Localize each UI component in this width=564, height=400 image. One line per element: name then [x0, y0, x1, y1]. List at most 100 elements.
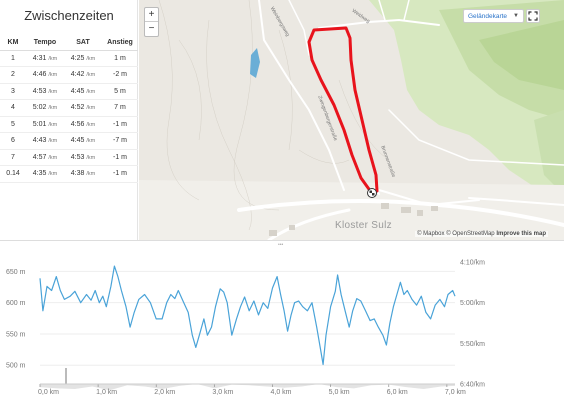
- split-sat-value: 4:53: [70, 153, 85, 161]
- split-tempo: 4:43 /km: [26, 132, 64, 150]
- zoom-in-button[interactable]: +: [145, 8, 158, 22]
- panel-divider[interactable]: •••: [0, 240, 564, 248]
- forest-area: [534, 110, 564, 195]
- pace-unit: /km: [86, 138, 96, 145]
- split-anstieg-value: -2 m: [113, 71, 127, 79]
- chart-svg[interactable]: 650 m 600 m 550 m 500 m 4:10/km 5:00/km 5:50/…: [0, 246, 564, 400]
- x-tick-label: 2,0 km: [154, 389, 175, 396]
- split-row: 4 5:02 /km 4:52 /km 7 m: [0, 99, 138, 117]
- split-sat-value: 4:52: [70, 104, 85, 112]
- pace-unit: /km: [86, 55, 96, 62]
- split-anstieg: -2 m: [102, 66, 138, 84]
- pace-line: [39, 265, 456, 366]
- split-tempo: 4:35 /km: [26, 165, 64, 183]
- fullscreen-button[interactable]: [526, 9, 540, 23]
- x-axis: 0,0 km 1,0 km 2,0 km 3,0 km 4,0 km 5,0 km 6,0 …: [38, 383, 466, 396]
- split-km: 4: [0, 99, 26, 117]
- drag-handle-icon[interactable]: •••: [278, 242, 284, 248]
- split-sat: 4:25 /km: [64, 50, 102, 67]
- y-right-tick-label: 4:10/km: [460, 260, 485, 267]
- split-sat: 4:52 /km: [64, 99, 102, 117]
- fullscreen-icon: [528, 11, 538, 21]
- chevron-down-icon: ▼: [513, 13, 519, 19]
- y-right-tick-label: 5:50/km: [460, 341, 485, 348]
- col-sat[interactable]: SAT: [64, 36, 102, 51]
- elevation-pace-chart[interactable]: 650 m 600 m 550 m 500 m 4:10/km 5:00/km 5:50/…: [0, 246, 564, 400]
- left-axis: 650 m 600 m 550 m 500 m: [6, 269, 26, 370]
- y-right-tick-label: 6:40/km: [460, 382, 485, 389]
- map-layer-select[interactable]: Geländekarte ▼: [463, 9, 524, 23]
- elevation-area: [40, 384, 455, 391]
- col-km[interactable]: KM: [0, 36, 26, 51]
- split-anstieg-value: 7 m: [114, 104, 126, 112]
- splits-table: KM Tempo SAT Anstieg 1 4:31 /km 4:25 /km 1 …: [0, 36, 138, 183]
- y-left-tick-label: 550 m: [6, 331, 26, 338]
- split-sat-value: 4:38: [70, 170, 85, 178]
- pace-unit: /km: [86, 88, 96, 95]
- attribution-osm[interactable]: © OpenStreetMap: [446, 231, 495, 237]
- split-sat: 4:45 /km: [64, 132, 102, 150]
- pace-unit: /km: [86, 121, 96, 128]
- split-sat-value: 4:45: [70, 87, 85, 95]
- splits-header-row: KM Tempo SAT Anstieg: [0, 36, 138, 51]
- split-km-value: 2: [11, 71, 15, 79]
- pace-unit: /km: [86, 171, 96, 178]
- split-sat-value: 4:56: [70, 120, 85, 128]
- splits-panel: Zwischenzeiten KM Tempo SAT Anstieg 1 4:3…: [0, 0, 138, 240]
- lake: [250, 48, 260, 78]
- pace-unit: /km: [48, 171, 58, 178]
- x-tick-label: 3,0 km: [212, 389, 233, 396]
- split-tempo-value: 4:43: [32, 137, 47, 145]
- route-map[interactable]: Weinbergsweg Weidweg Zwingenbergerstraße…: [139, 0, 564, 240]
- chart-grid: [40, 270, 455, 366]
- split-row: 5 5:01 /km 4:56 /km -1 m: [0, 116, 138, 133]
- split-sat: 4:45 /km: [64, 83, 102, 100]
- split-row: 3 4:53 /km 4:45 /km 5 m: [0, 83, 138, 100]
- y-left-tick-label: 600 m: [6, 300, 26, 307]
- route-line: [307, 26, 379, 194]
- split-sat: 4:42 /km: [64, 66, 102, 84]
- split-row: 7 4:57 /km 4:53 /km -1 m: [0, 149, 138, 166]
- col-tempo[interactable]: Tempo: [26, 36, 64, 51]
- split-anstieg-value: -7 m: [113, 137, 127, 145]
- x-tick-label: 1,0 km: [96, 389, 117, 396]
- pace-unit: /km: [86, 72, 96, 79]
- split-tempo: 4:57 /km: [26, 149, 64, 166]
- zoom-controls: + −: [144, 7, 159, 37]
- split-km-value: 7: [11, 153, 15, 161]
- split-km: 6: [0, 132, 26, 150]
- map-canvas[interactable]: [139, 0, 564, 240]
- pace-unit: /km: [86, 154, 96, 161]
- split-tempo-value: 4:46: [32, 71, 47, 79]
- attribution-mapbox[interactable]: © Mapbox: [417, 231, 445, 237]
- split-sat: 4:38 /km: [64, 165, 102, 183]
- split-km: 3: [0, 83, 26, 100]
- split-km-value: 1: [11, 54, 15, 62]
- split-anstieg: 5 m: [102, 83, 138, 100]
- zoom-out-button[interactable]: −: [148, 23, 155, 34]
- split-sat: 4:56 /km: [64, 116, 102, 133]
- split-km: 0.14: [0, 165, 26, 183]
- split-sat: 4:53 /km: [64, 149, 102, 166]
- split-km-value: 4: [11, 104, 15, 112]
- split-tempo-value: 4:31: [32, 54, 47, 62]
- split-sat-value: 4:25: [70, 54, 85, 62]
- x-tick-label: 4,0 km: [270, 389, 291, 396]
- y-left-tick-label: 500 m: [6, 363, 26, 370]
- x-tick-label: 6,0 km: [387, 389, 408, 396]
- place-label: Kloster Sulz: [335, 220, 392, 231]
- split-tempo-value: 4:57: [32, 153, 47, 161]
- split-tempo: 4:31 /km: [26, 50, 64, 67]
- split-row: 1 4:31 /km 4:25 /km 1 m: [0, 50, 138, 67]
- map-layer-label: Geländekarte: [468, 13, 508, 20]
- split-tempo: 4:53 /km: [26, 83, 64, 100]
- pace-unit: /km: [48, 138, 58, 145]
- improve-map-link[interactable]: Improve this map: [496, 231, 546, 237]
- start-finish-marker: [367, 188, 377, 198]
- x-tick-label: 7,0 km: [445, 389, 466, 396]
- split-anstieg-value: -1 m: [113, 170, 127, 178]
- col-anstieg[interactable]: Anstieg: [102, 36, 138, 51]
- right-axis: 4:10/km 5:00/km 5:50/km 6:40/km: [460, 260, 485, 389]
- map-attribution: © Mapbox © OpenStreetMap Improve this ma…: [415, 231, 548, 237]
- pace-unit: /km: [86, 105, 96, 112]
